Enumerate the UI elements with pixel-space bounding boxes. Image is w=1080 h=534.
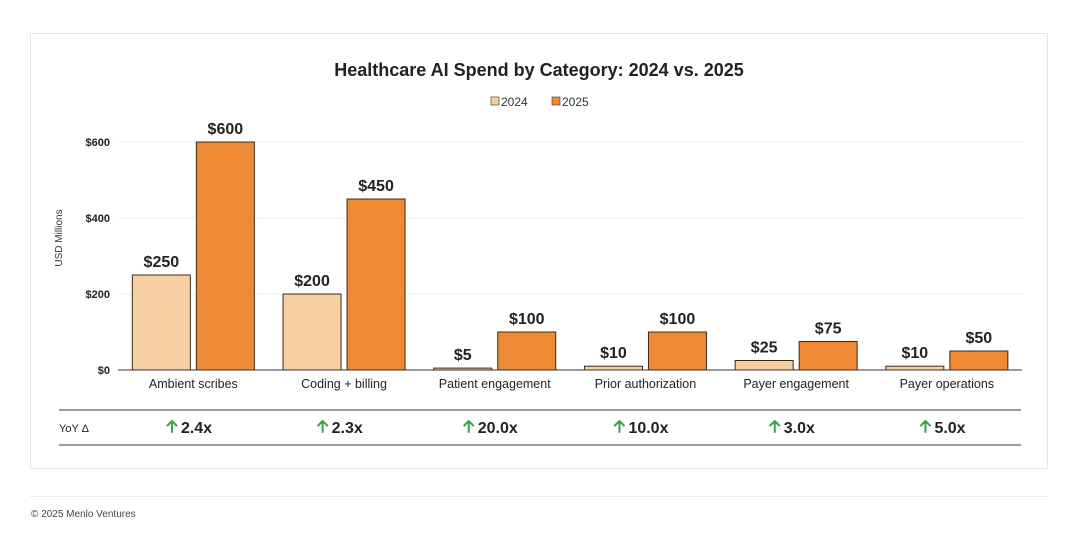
bar-2025-3 [647,331,707,371]
legend: 2024 2025 [490,95,589,109]
x-axis-ticks: Ambient scribes Coding + billing Patient e… [149,377,994,391]
data-label: $10 [901,345,928,362]
up-arrow-icon [919,420,931,433]
yoy-values: 2.4x 2.3x 20.0x 10.0x 3.0x 5.0x [166,420,966,437]
bar-2024-3 [583,365,643,371]
data-label: $25 [751,340,778,357]
yoy-value: 20.0x [478,420,518,437]
yoy-cell: 5.0x [919,420,966,437]
legend-swatch-2025 [551,96,561,106]
legend-label-2025: 2025 [562,95,589,109]
gridlines [118,141,1022,295]
yoy-value: 5.0x [934,420,965,437]
bar-2024-5 [885,365,945,371]
data-label: $5 [454,347,472,364]
data-label: $450 [358,178,394,195]
yoy-value: 2.3x [332,420,363,437]
x-tick-label: Patient engagement [439,377,551,391]
bar-2024-4 [734,360,794,371]
bar-2025-2 [497,331,557,371]
legend-swatch-2024 [490,96,500,106]
data-label: $100 [509,311,545,328]
bar-2025-4 [798,341,858,371]
up-arrow-icon [317,420,329,433]
yoy-value: 2.4x [181,420,212,437]
yoy-value: 10.0x [628,420,668,437]
data-labels: $250 $600 $200 $450 $5 $100 $10 $100 $25 $75 $10 $5… [144,121,993,364]
yoy-value: 3.0x [784,420,815,437]
yoy-cell: 2.4x [166,420,212,437]
data-label: $200 [294,273,330,290]
data-label: $75 [815,321,842,338]
x-tick-label: Payer operations [900,377,995,391]
footer-divider [30,496,1048,497]
bar-2024-0 [131,274,191,371]
data-label: $600 [208,121,244,138]
yoy-cell: 2.3x [317,420,363,437]
x-tick-label: Ambient scribes [149,377,238,391]
x-tick-label: Payer engagement [743,377,849,391]
bar-2024-1 [282,293,342,371]
data-label: $10 [600,345,627,362]
bar-2025-1 [346,198,406,371]
x-tick-label: Coding + billing [301,377,387,391]
y-tick-label: $200 [86,289,110,301]
up-arrow-icon [613,420,625,433]
y-tick-label: $600 [86,137,110,149]
up-arrow-icon [769,420,781,433]
y-tick-label: $0 [98,365,110,377]
up-arrow-icon [463,420,475,433]
copyright-footer: © 2025 Menlo Ventures [31,509,136,520]
chart-title: Healthcare AI Spend by Category: 2024 vs… [334,60,744,80]
yoy-cell: 10.0x [613,420,669,437]
yoy-cell: 3.0x [769,420,815,437]
up-arrow-icon [166,420,178,433]
bar-2025-0 [195,141,255,371]
data-label: $100 [660,311,696,328]
yoy-cell: 20.0x [463,420,518,437]
x-tick-label: Prior authorization [595,377,696,391]
data-label: $50 [965,330,992,347]
data-label: $250 [144,254,180,271]
y-axis-ticks: $0 $200 $400 $600 [86,137,110,377]
bars [131,141,1009,371]
legend-label-2024: 2024 [501,95,528,109]
yoy-row-label: YoY Δ [59,423,90,435]
y-axis-label: USD Millions [54,209,65,266]
bar-2025-5 [949,350,1009,371]
y-tick-label: $400 [86,213,110,225]
